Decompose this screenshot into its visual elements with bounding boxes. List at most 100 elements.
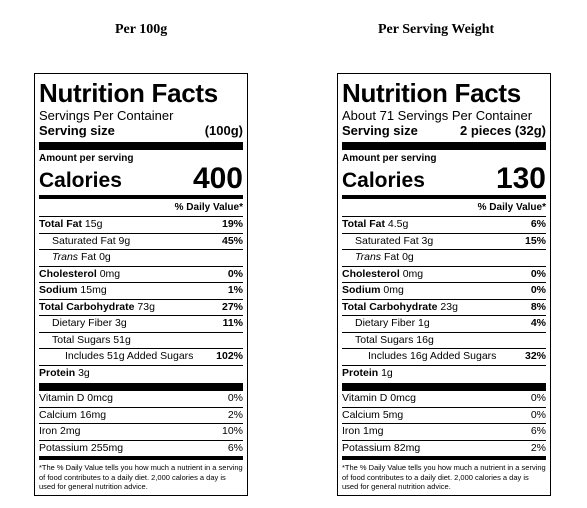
calories-value: 130 bbox=[495, 162, 546, 195]
amount-per-serving: Amount per serving bbox=[342, 153, 437, 164]
label-title: Nutrition Facts bbox=[39, 78, 218, 108]
total-sugars-row: Total Sugars 16g bbox=[342, 331, 546, 349]
calories-label: Calories bbox=[342, 169, 425, 192]
nutrient-amount: 23g bbox=[440, 300, 458, 313]
vitamin-text: Potassium 255mg bbox=[39, 441, 124, 454]
nutrient-dv: 0% bbox=[530, 284, 546, 296]
nutrient-name: Total Carbohydrate bbox=[342, 300, 438, 313]
serving-size-row: Serving size (100g) bbox=[39, 123, 243, 142]
vitamin-text: Iron 2mg bbox=[39, 425, 81, 437]
nutrient-dv: 45% bbox=[221, 234, 243, 247]
nutrient-amount: 3g bbox=[421, 234, 434, 247]
protein-row: Protein 3g bbox=[39, 364, 243, 382]
nutrient-amount: 4.5g bbox=[387, 218, 409, 230]
fiber-row: Dietary Fiber 3g 11% bbox=[39, 315, 243, 332]
nutrient-dv: 0% bbox=[530, 267, 546, 280]
vitamin-row: Calcium 16mg 2% bbox=[39, 406, 243, 424]
calories-row: Calories 130 bbox=[342, 162, 546, 195]
nutrient-name: Saturated Fat bbox=[355, 234, 419, 247]
nutrient-name: Protein bbox=[342, 366, 379, 379]
nutrient-amount: 15g bbox=[84, 218, 103, 230]
vitamin-dv: 2% bbox=[530, 441, 546, 454]
total-sugars-row: Total Sugars 51g bbox=[39, 331, 243, 349]
nutrient-dv: 102% bbox=[216, 350, 243, 362]
heading-per-serving: Per Serving Weight bbox=[378, 22, 495, 37]
nutrient-dv: 27% bbox=[221, 300, 243, 313]
cholesterol-row: Cholesterol 0mg 0% bbox=[39, 265, 243, 283]
nutrient-name: Sodium bbox=[39, 284, 78, 296]
vitamin-row: Vitamin D 0mcg 0% bbox=[39, 391, 243, 407]
label-title: Nutrition Facts bbox=[342, 78, 521, 108]
nutrient-dv: 19% bbox=[221, 218, 243, 230]
nutrient-name: Dietary Fiber bbox=[52, 317, 113, 329]
vitamin-dv: 6% bbox=[530, 425, 546, 437]
nutrient-dv: 0% bbox=[227, 267, 243, 280]
vitamin-text: Iron 1mg bbox=[342, 425, 384, 437]
total-fat-row: Total Fat 4.5g 6% bbox=[342, 216, 546, 233]
amount-per-serving: Amount per serving bbox=[39, 153, 134, 164]
cholesterol-row: Cholesterol 0mg 0% bbox=[342, 265, 546, 283]
sodium-row: Sodium 0mg 0% bbox=[342, 282, 546, 299]
nutrient-dv: 8% bbox=[530, 300, 546, 313]
nutrient-name: Total Fat bbox=[342, 218, 385, 230]
vitamin-dv: 0% bbox=[227, 392, 243, 404]
serving-size-value: (100g) bbox=[204, 123, 243, 138]
nutrient-amount: 0mg bbox=[402, 267, 424, 280]
nutrient-text: Total Sugars 16g bbox=[355, 333, 434, 346]
fiber-row: Dietary Fiber 1g 4% bbox=[342, 315, 546, 332]
total-fat-row: Total Fat 15g 19% bbox=[39, 216, 243, 233]
vitamin-text: Vitamin D 0mcg bbox=[342, 392, 416, 404]
vitamin-text: Vitamin D 0mcg bbox=[39, 392, 113, 404]
serving-size-row: Serving size 2 pieces (32g) bbox=[342, 123, 546, 142]
nutrient-name: Protein bbox=[39, 366, 76, 379]
nutrient-text: Includes 51g Added Sugars bbox=[65, 350, 194, 362]
saturated-fat-row: Saturated Fat 9g 45% bbox=[39, 232, 243, 250]
total-carb-row: Total Carbohydrate 73g 27% bbox=[39, 298, 243, 316]
nutrient-name: Sodium bbox=[342, 284, 381, 296]
servings-per-container: About 71 Servings Per Container bbox=[342, 108, 533, 123]
nutrient-amount: 1g bbox=[381, 366, 393, 379]
vitamin-text: Calcium 16mg bbox=[39, 408, 107, 421]
vitamin-row: Calcium 5mg 0% bbox=[342, 406, 546, 424]
nutrient-amount: Fat 0g bbox=[383, 251, 414, 263]
nutrient-amount: 3g bbox=[78, 366, 90, 379]
heading-per-100g: Per 100g bbox=[115, 22, 168, 37]
nutrient-amount: 0mg bbox=[383, 284, 404, 296]
nutrient-amount: 3g bbox=[115, 317, 127, 329]
footnote: *The % Daily Value tells you how much a … bbox=[342, 463, 546, 491]
daily-value-header: % Daily Value* bbox=[477, 202, 546, 213]
added-sugars-row: Includes 16g Added Sugars 32% bbox=[342, 348, 546, 365]
calories-value: 400 bbox=[192, 162, 243, 195]
vitamin-dv: 10% bbox=[221, 425, 243, 437]
nutrient-dv: 11% bbox=[222, 317, 243, 329]
calories-row: Calories 400 bbox=[39, 162, 243, 195]
saturated-fat-row: Saturated Fat 3g 15% bbox=[342, 232, 546, 250]
nutrient-dv: 1% bbox=[227, 284, 243, 296]
nutrient-text: Includes 16g Added Sugars bbox=[368, 350, 497, 362]
trans-fat-row: Trans Fat 0g bbox=[342, 249, 546, 266]
daily-value-header: % Daily Value* bbox=[174, 202, 243, 213]
nutrition-label-per-100g: Nutrition Facts Servings Per Container S… bbox=[34, 73, 248, 496]
nutrient-name: Cholesterol bbox=[39, 267, 97, 280]
vitamin-row: Iron 1mg 6% bbox=[342, 423, 546, 440]
nutrient-dv: 6% bbox=[530, 218, 546, 230]
nutrient-amount: 73g bbox=[137, 300, 155, 313]
footnote: *The % Daily Value tells you how much a … bbox=[39, 463, 243, 491]
vitamin-row: Vitamin D 0mcg 0% bbox=[342, 391, 546, 407]
nutrient-name: Cholesterol bbox=[342, 267, 400, 280]
calories-label: Calories bbox=[39, 169, 122, 192]
nutrient-name: Trans bbox=[52, 251, 79, 263]
nutrient-text: Total Sugars 51g bbox=[52, 333, 131, 346]
vitamin-dv: 6% bbox=[227, 441, 243, 454]
vitamin-dv: 0% bbox=[530, 408, 546, 421]
nutrient-amount: 9g bbox=[118, 234, 131, 247]
nutrient-dv: 32% bbox=[524, 350, 546, 362]
nutrient-name: Total Fat bbox=[39, 218, 82, 230]
added-sugars-row: Includes 51g Added Sugars 102% bbox=[39, 348, 243, 365]
vitamin-row: Potassium 255mg 6% bbox=[39, 439, 243, 457]
serving-size-label: Serving size bbox=[39, 123, 115, 138]
sodium-row: Sodium 15mg 1% bbox=[39, 282, 243, 299]
serving-size-value: 2 pieces (32g) bbox=[460, 123, 546, 138]
trans-fat-row: Trans Fat 0g bbox=[39, 249, 243, 266]
nutrition-label-per-serving: Nutrition Facts About 71 Servings Per Co… bbox=[337, 73, 551, 496]
